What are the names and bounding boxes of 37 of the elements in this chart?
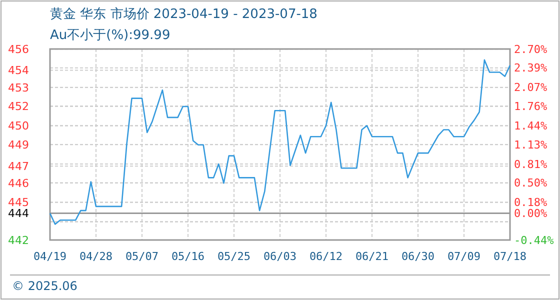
y2-tick-label: 1.44% (514, 119, 548, 132)
y2-tick-label: 0.18% (514, 196, 548, 210)
y-tick-label: 444 (8, 207, 29, 220)
x-tick-label: 06/21 (355, 250, 389, 263)
x-tick-label: 04/19 (33, 250, 67, 263)
x-tick-label: 06/12 (309, 250, 343, 263)
y2-tick-label: 1.76% (514, 100, 548, 114)
y-tick-label: 447 (8, 160, 29, 173)
x-tick-label: 05/16 (171, 250, 205, 263)
x-tick-label: 06/03 (263, 250, 297, 263)
y-tick-label: 452 (8, 100, 29, 114)
y-tick-label: 446 (8, 176, 29, 190)
x-tick-label: 07/18 (493, 250, 527, 263)
x-tick-label: 04/28 (79, 250, 113, 263)
y2-tick-label: 2.70% (514, 42, 548, 56)
text: © 2025.06 (12, 279, 78, 293)
y2-tick-label: 0.50% (514, 176, 548, 190)
y-tick-label: 456 (8, 42, 29, 56)
x-tick-label: 05/07 (125, 250, 159, 263)
y-tick-label: 450 (8, 120, 29, 133)
chart-subtitle: Au不小于(%):99.99 (50, 28, 170, 43)
y-tick-label: 449 (8, 138, 29, 152)
x-tick-label: 07/09 (447, 250, 481, 263)
x-tick-label: 06/30 (401, 250, 435, 263)
x-tick-label: 05/25 (217, 250, 251, 263)
y2-tick-label: 2.07% (514, 81, 548, 94)
y2-tick-label: 0.00% (514, 207, 548, 220)
y-tick-label: 453 (8, 81, 29, 94)
y2-tick-label: -0.44% (514, 234, 554, 247)
y-tick-label: 454 (8, 64, 29, 78)
y-tick-label: 445 (8, 196, 29, 210)
chart-title: 黄金 华东 市场价 2023-04-19 - 2023-07-18 (50, 7, 318, 22)
y2-tick-label: 1.13% (514, 138, 548, 152)
y-tick-label: 442 (8, 234, 29, 247)
y2-tick-label: 0.81% (514, 158, 548, 171)
y2-tick-label: 2.39% (514, 62, 548, 75)
line-series (49, 59, 511, 225)
